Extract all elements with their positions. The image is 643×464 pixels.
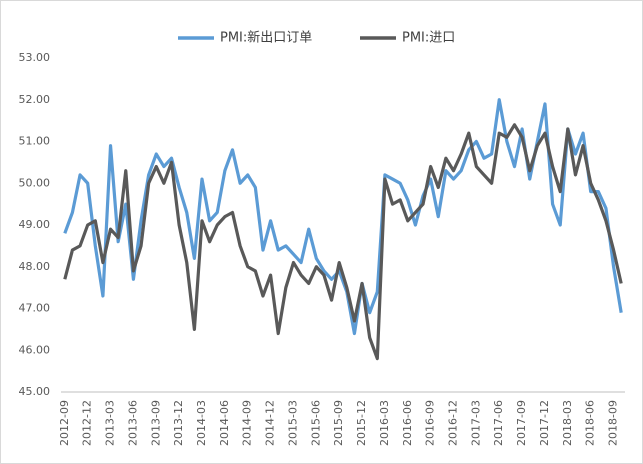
x-tick-label: 2016-12 — [447, 400, 460, 446]
x-tick-label: 2012-09 — [58, 400, 71, 446]
x-tick-label: 2016-03 — [378, 400, 391, 446]
y-tick-label: 46.00 — [19, 343, 51, 356]
x-tick-label: 2015-03 — [286, 400, 299, 446]
y-tick-label: 47.00 — [19, 302, 51, 315]
x-tick-label: 2013-03 — [104, 400, 117, 446]
x-tick-label: 2016-09 — [424, 400, 437, 446]
x-tick-label: 2012-12 — [81, 400, 94, 446]
x-tick-label: 2014-03 — [195, 400, 208, 446]
series-line — [63, 123, 623, 361]
x-tick-label: 2017-03 — [469, 400, 482, 446]
x-tick-label: 2017-06 — [492, 400, 505, 446]
x-tick-label: 2018-06 — [584, 400, 597, 446]
legend: PMI:新出口订单 PMI:进口 — [178, 30, 455, 46]
y-tick-label: 51.00 — [19, 135, 51, 148]
legend-label: PMI:新出口订单 — [220, 30, 312, 46]
y-tick-label: 45.00 — [19, 385, 51, 398]
x-tick-label: 2013-09 — [149, 400, 162, 446]
x-tick-label: 2018-09 — [607, 400, 620, 446]
x-tick-label: 2014-12 — [264, 400, 277, 446]
x-tick-label: 2017-12 — [538, 400, 551, 446]
x-tick-label: 2015-09 — [332, 400, 345, 446]
legend-label: PMI:进口 — [402, 31, 455, 46]
x-tick-label: 2016-06 — [401, 400, 414, 446]
y-tick-label: 50.00 — [19, 176, 51, 189]
x-tick-label: 2013-12 — [172, 400, 185, 446]
x-tick-label: 2014-09 — [241, 400, 254, 446]
x-tick-label: 2013-06 — [126, 400, 139, 446]
x-tick-label: 2014-06 — [218, 400, 231, 446]
y-tick-label: 49.00 — [19, 218, 51, 231]
y-tick-label: 52.00 — [19, 93, 51, 106]
x-tick-label: 2015-06 — [309, 400, 322, 446]
x-tick-label: 2015-12 — [355, 400, 368, 446]
x-tick-label: 2017-09 — [515, 400, 528, 446]
y-tick-label: 53.00 — [19, 51, 51, 64]
y-tick-label: 48.00 — [19, 260, 51, 273]
x-tick-label: 2018-03 — [561, 400, 574, 446]
